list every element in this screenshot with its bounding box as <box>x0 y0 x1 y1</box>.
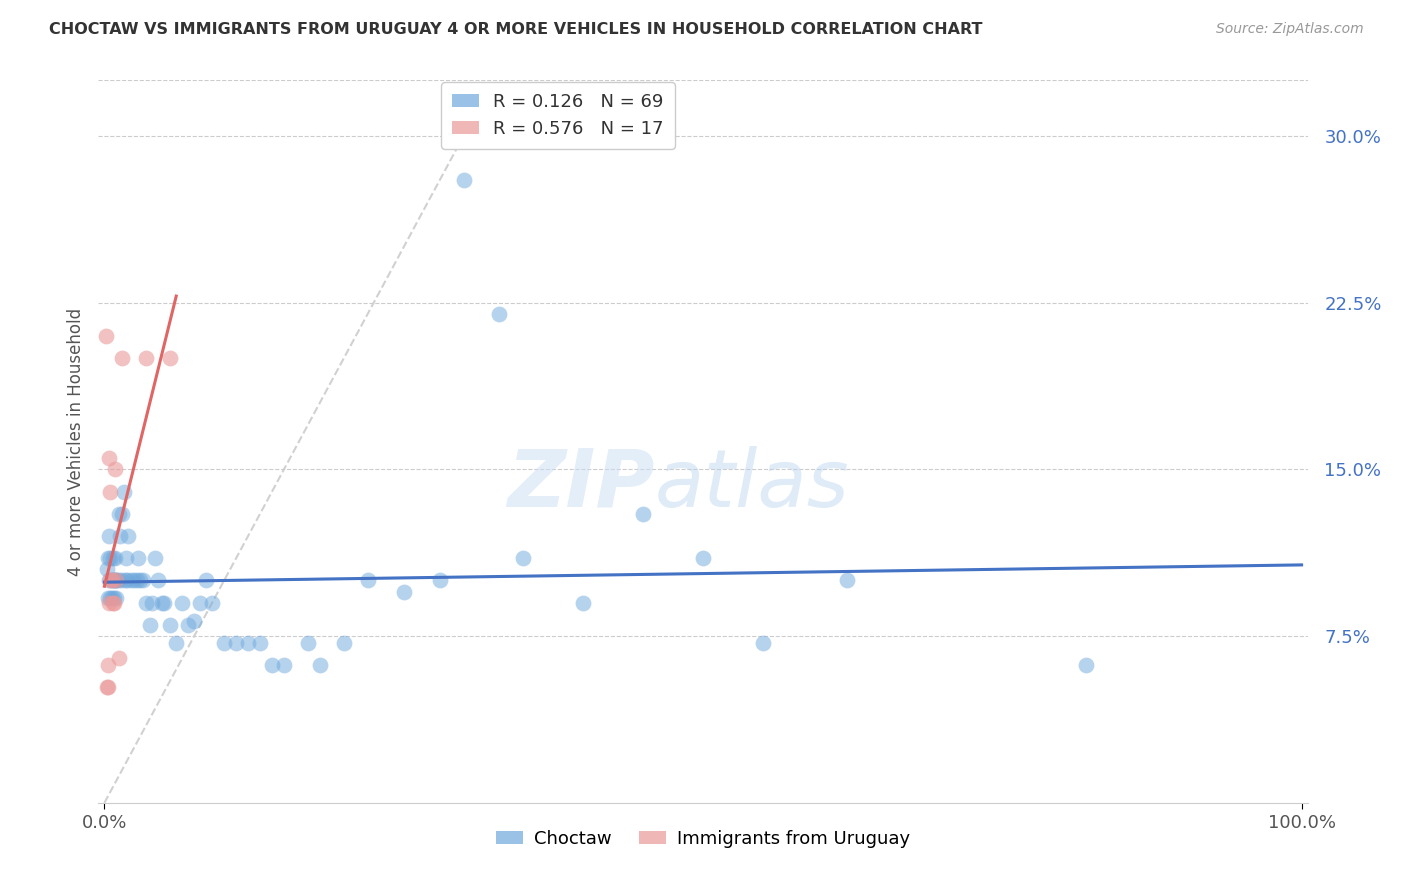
Point <box>159 618 181 632</box>
Point <box>132 574 155 588</box>
Point <box>392 584 415 599</box>
Point <box>429 574 451 588</box>
Point <box>125 574 148 588</box>
Point <box>105 574 128 588</box>
Point <box>201 596 224 610</box>
Point <box>453 173 475 187</box>
Point <box>98 574 121 588</box>
Text: CHOCTAW VS IMMIGRANTS FROM URUGUAY 4 OR MORE VEHICLES IN HOUSEHOLD CORRELATION C: CHOCTAW VS IMMIGRANTS FROM URUGUAY 4 OR … <box>49 22 983 37</box>
Point <box>111 351 134 366</box>
Point <box>127 551 149 566</box>
Point <box>96 680 118 694</box>
Point <box>98 596 121 610</box>
Point <box>172 596 194 610</box>
Point <box>195 574 218 588</box>
Point <box>100 574 122 588</box>
Point <box>100 484 122 499</box>
Point <box>104 551 127 566</box>
Point <box>177 618 200 632</box>
Point <box>1074 657 1097 672</box>
Point <box>139 618 162 632</box>
Point <box>98 451 121 466</box>
Point <box>108 529 131 543</box>
Point <box>101 574 124 588</box>
Point <box>98 529 121 543</box>
Point <box>100 591 122 606</box>
Legend: Choctaw, Immigrants from Uruguay: Choctaw, Immigrants from Uruguay <box>489 822 917 855</box>
Point <box>103 591 125 606</box>
Point <box>100 574 122 588</box>
Text: Source: ZipAtlas.com: Source: ZipAtlas.com <box>1216 22 1364 37</box>
Point <box>111 507 134 521</box>
Point <box>333 636 356 650</box>
Point <box>115 574 138 588</box>
Point <box>104 574 127 588</box>
Point <box>153 596 176 610</box>
Point <box>835 574 858 588</box>
Point <box>110 574 132 588</box>
Point <box>165 636 187 650</box>
Point <box>309 657 332 672</box>
Point <box>115 551 138 566</box>
Point <box>104 462 127 476</box>
Point <box>150 596 173 610</box>
Point <box>236 636 259 650</box>
Point <box>260 657 283 672</box>
Y-axis label: 4 or more Vehicles in Household: 4 or more Vehicles in Household <box>66 308 84 575</box>
Point <box>159 351 181 366</box>
Point <box>107 651 129 665</box>
Point <box>112 484 135 499</box>
Point <box>120 574 142 588</box>
Point <box>135 596 157 610</box>
Point <box>97 680 120 694</box>
Point <box>97 591 120 606</box>
Point <box>135 351 157 366</box>
Point <box>114 574 136 588</box>
Point <box>488 307 510 321</box>
Point <box>117 529 139 543</box>
Point <box>212 636 235 650</box>
Point <box>100 574 122 588</box>
Point <box>94 329 117 343</box>
Point <box>631 507 654 521</box>
Point <box>225 636 247 650</box>
Point <box>572 596 595 610</box>
Point <box>100 591 122 606</box>
Point <box>107 507 129 521</box>
Point <box>297 636 319 650</box>
Point <box>97 551 120 566</box>
Point <box>357 574 380 588</box>
Point <box>101 596 124 610</box>
Point <box>141 596 163 610</box>
Point <box>143 551 166 566</box>
Point <box>97 657 120 672</box>
Point <box>692 551 714 566</box>
Point <box>103 574 125 588</box>
Point <box>512 551 534 566</box>
Point <box>96 562 118 576</box>
Point <box>188 596 211 610</box>
Point <box>105 591 128 606</box>
Text: atlas: atlas <box>655 446 849 524</box>
Point <box>101 551 124 566</box>
Point <box>100 551 122 566</box>
Text: ZIP: ZIP <box>508 446 655 524</box>
Point <box>183 614 205 628</box>
Point <box>105 574 128 588</box>
Point <box>249 636 271 650</box>
Point <box>107 574 129 588</box>
Point <box>273 657 295 672</box>
Point <box>124 574 146 588</box>
Point <box>148 574 170 588</box>
Point <box>752 636 775 650</box>
Point <box>103 596 125 610</box>
Point <box>129 574 152 588</box>
